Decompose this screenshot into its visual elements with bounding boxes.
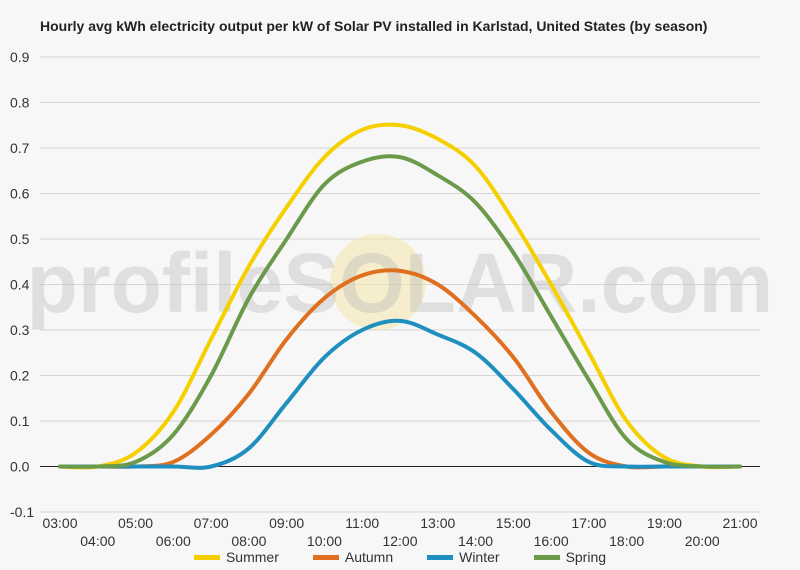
legend-label: Winter bbox=[459, 549, 500, 565]
legend-item-winter: Winter bbox=[427, 549, 500, 565]
watermark: profileSOLAR.com bbox=[27, 236, 774, 330]
y-tick-label: 0.4 bbox=[10, 277, 30, 293]
x-tick-label: 08:00 bbox=[231, 533, 266, 549]
x-tick-label: 12:00 bbox=[382, 533, 417, 549]
series-line-summer bbox=[58, 122, 742, 470]
x-tick-label: 10:00 bbox=[307, 533, 342, 549]
x-tick-label: 19:00 bbox=[647, 515, 682, 531]
y-tick-label: -0.1 bbox=[10, 504, 34, 520]
legend-item-autumn: Autumn bbox=[312, 549, 394, 565]
y-tick-label: 0.2 bbox=[10, 368, 30, 384]
legend-item-summer: Summer bbox=[193, 549, 279, 565]
legend-swatch bbox=[312, 554, 339, 560]
y-tick-label: 0.5 bbox=[10, 231, 30, 247]
y-tick-label: 0.6 bbox=[10, 186, 30, 202]
y-tick-label: 0.8 bbox=[10, 95, 30, 111]
legend-swatch bbox=[427, 554, 454, 560]
chart-title: Hourly avg kWh electricity output per kW… bbox=[40, 18, 708, 34]
x-tick-label: 09:00 bbox=[269, 515, 304, 531]
x-tick-label: 18:00 bbox=[609, 533, 644, 549]
legend-item-spring: Spring bbox=[533, 549, 607, 565]
watermark-sun bbox=[330, 234, 426, 330]
y-tick-label: 0.0 bbox=[10, 459, 30, 475]
series-line-spring bbox=[58, 154, 742, 469]
chart-legend: Summer Autumn Winter Spring bbox=[0, 549, 800, 565]
x-tick-label: 03:00 bbox=[42, 515, 77, 531]
x-tick-label: 13:00 bbox=[420, 515, 455, 531]
legend-label: Autumn bbox=[344, 549, 394, 565]
x-tick-label: 07:00 bbox=[194, 515, 229, 531]
x-tick-label: 11:00 bbox=[345, 515, 379, 531]
x-tick-label: 17:00 bbox=[571, 515, 606, 531]
series-line-winter bbox=[58, 318, 742, 470]
x-tick-label: 04:00 bbox=[80, 533, 115, 549]
legend-label: Spring bbox=[565, 549, 607, 565]
legend-label: Summer bbox=[225, 549, 279, 565]
y-tick-label: 0.9 bbox=[10, 49, 30, 65]
y-tick-label: 0.7 bbox=[10, 140, 30, 156]
y-tick-label: 0.1 bbox=[10, 413, 30, 429]
y-tick-label: 0.3 bbox=[10, 322, 30, 338]
legend-swatch bbox=[533, 554, 560, 560]
x-tick-label: 05:00 bbox=[118, 515, 153, 531]
x-tick-label: 14:00 bbox=[458, 533, 493, 549]
legend-swatch bbox=[193, 554, 220, 560]
x-tick-label: 16:00 bbox=[534, 533, 569, 549]
x-tick-label: 20:00 bbox=[685, 533, 720, 549]
x-tick-label: 21:00 bbox=[722, 515, 757, 531]
x-tick-label: 15:00 bbox=[496, 515, 531, 531]
x-tick-label: 06:00 bbox=[156, 533, 191, 549]
